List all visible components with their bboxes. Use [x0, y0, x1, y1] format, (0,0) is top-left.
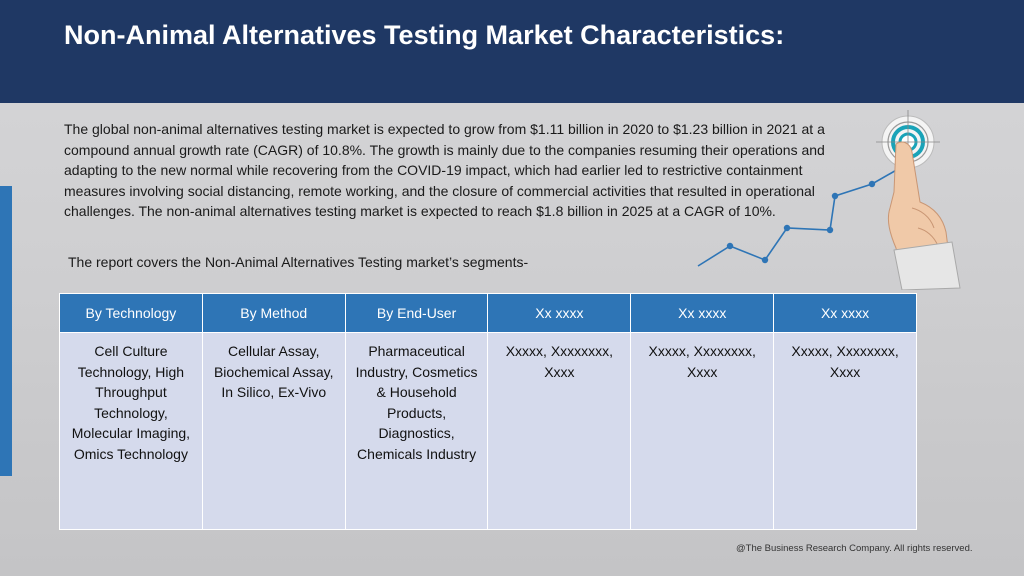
growth-point [726, 242, 734, 250]
table-cell: Xxxxx, Xxxxxxxx, Xxxx [773, 332, 917, 530]
table-cell: Xxxxx, Xxxxxxxx, Xxxx [487, 332, 632, 530]
hand-touching-target-icon [697, 110, 961, 290]
growth-point [783, 224, 791, 232]
table-header-cell: By Technology [59, 293, 203, 333]
table-header-cell: Xx xxxx [487, 293, 632, 333]
table-header-cell: By End-User [344, 293, 489, 333]
table-row: Cell Culture Technology, High Throughput… [59, 332, 917, 530]
table-header-cell: Xx xxxx [630, 293, 775, 333]
segments-note: The report covers the Non-Animal Alterna… [68, 254, 529, 270]
side-accent-bar [0, 186, 12, 476]
growth-point [826, 226, 834, 234]
table-cell: Cellular Assay, Biochemical Assay, In Si… [201, 332, 346, 530]
table-cell: Pharmaceutical Industry, Cosmetics & Hou… [344, 332, 489, 530]
footer-copyright: @The Business Research Company. All righ… [736, 543, 973, 554]
page-title: Non-Animal Alternatives Testing Market C… [64, 20, 785, 50]
table-header-row: By Technology By Method By End-User Xx x… [59, 293, 917, 333]
growth-point [868, 180, 876, 188]
table-cell: Cell Culture Technology, High Throughput… [59, 332, 203, 530]
header-banner: Non-Animal Alternatives Testing Market C… [0, 0, 1024, 103]
table-header-cell: Xx xxxx [773, 293, 917, 333]
intro-paragraph: The global non-animal alternatives testi… [64, 121, 825, 220]
pointing-hand-icon [887, 141, 961, 290]
table-header-cell: By Method [201, 293, 346, 333]
table-cell: Xxxxx, Xxxxxxxx, Xxxx [630, 332, 775, 530]
growth-point [831, 192, 839, 200]
segments-table: By Technology By Method By End-User Xx x… [59, 293, 917, 530]
growth-point [761, 256, 769, 264]
